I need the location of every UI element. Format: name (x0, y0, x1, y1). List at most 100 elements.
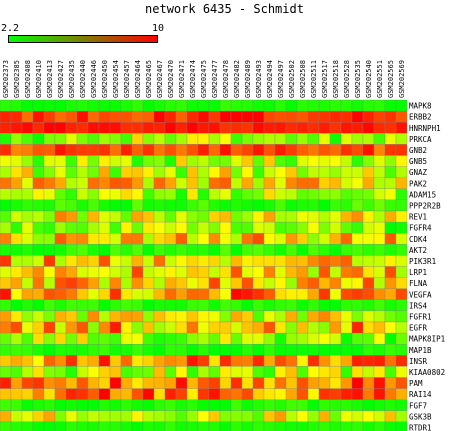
heatmap-cell (285, 266, 298, 278)
heatmap-cell (131, 377, 144, 389)
heatmap-cell (340, 266, 353, 278)
heatmap-cell (43, 199, 56, 212)
heatmap-cell (131, 244, 144, 256)
heatmap-cell (186, 110, 199, 123)
heatmap-cell (373, 210, 386, 223)
row-label: RTDR1 (409, 424, 432, 431)
row-label: PRKCA (409, 135, 432, 144)
heatmap-cell (175, 299, 188, 312)
heatmap-cell (175, 321, 188, 334)
heatmap-cell (241, 277, 254, 289)
heatmap-cell (32, 133, 45, 145)
heatmap-cell (285, 388, 298, 400)
heatmap-cell (21, 321, 34, 334)
heatmap-cell (219, 266, 232, 278)
heatmap-cell (76, 199, 89, 212)
heatmap-cell (263, 177, 276, 189)
heatmap-cell (252, 110, 265, 123)
heatmap-cell (120, 155, 133, 167)
column-label: GSM202413 (46, 60, 54, 98)
heatmap-cell (10, 410, 23, 423)
heatmap-cell (252, 144, 265, 156)
heatmap-cell (274, 188, 287, 201)
heatmap-cell (120, 221, 133, 234)
heatmap-cell (208, 321, 221, 334)
heatmap-cell (274, 122, 287, 134)
heatmap-cell (274, 377, 287, 389)
heatmap-cell (186, 366, 199, 378)
heatmap-cell (373, 144, 386, 156)
heatmap-cell (164, 421, 177, 431)
heatmap-cell (318, 399, 331, 411)
heatmap-cell (21, 299, 34, 312)
heatmap-cell (373, 133, 386, 145)
heatmap-cell (307, 244, 320, 256)
heatmap-cell (120, 210, 133, 223)
heatmap-cell (120, 177, 133, 189)
heatmap-cell (285, 366, 298, 378)
heatmap-cell (296, 210, 309, 223)
heatmap-cell (32, 221, 45, 234)
heatmap-cell (120, 199, 133, 212)
heatmap-cell (197, 155, 210, 167)
heatmap-cell (32, 266, 45, 278)
heatmap-cell (175, 155, 188, 167)
heatmap-cell (153, 221, 166, 234)
heatmap-cell (142, 221, 155, 234)
heatmap-cell (340, 210, 353, 223)
heatmap-cell (21, 344, 34, 356)
heatmap-cell (109, 321, 122, 334)
heatmap-cell (263, 233, 276, 245)
heatmap-cell (197, 122, 210, 134)
heatmap-cell (395, 377, 408, 389)
heatmap-cell (329, 355, 342, 367)
heatmap-cell (219, 388, 232, 400)
heatmap-cell (329, 155, 342, 167)
heatmap-cell (296, 233, 309, 245)
heatmap-cell (142, 177, 155, 189)
heatmap-cell (54, 133, 67, 145)
heatmap-cell (285, 188, 298, 201)
heatmap-cell (32, 255, 45, 267)
heatmap-cell (120, 266, 133, 278)
heatmap-cell (263, 221, 276, 234)
heatmap-cell (32, 210, 45, 223)
column-label: GSM202497 (277, 60, 285, 98)
heatmap-cell (186, 210, 199, 223)
heatmap-cell (263, 199, 276, 212)
heatmap-cell (87, 366, 100, 378)
row-label: GNB5 (409, 157, 427, 166)
heatmap-cell (153, 321, 166, 334)
heatmap-cell (351, 332, 364, 345)
heatmap-cell (351, 410, 364, 423)
heatmap-cell (186, 144, 199, 156)
heatmap-cell (0, 177, 12, 189)
column-label: GSM202446 (90, 60, 98, 98)
heatmap-cell (208, 188, 221, 201)
heatmap-cell (274, 388, 287, 400)
heatmap-cell (230, 410, 243, 423)
heatmap-cell (164, 177, 177, 189)
heatmap-cell (142, 122, 155, 134)
heatmap-cell (395, 366, 408, 378)
heatmap-cell (219, 188, 232, 201)
heatmap-cell (329, 166, 342, 178)
heatmap-cell (76, 210, 89, 223)
column-label: GSM202528 (343, 60, 351, 98)
heatmap-cell (252, 233, 265, 245)
heatmap-cell (263, 321, 276, 334)
heatmap-cell (197, 221, 210, 234)
heatmap-cell (142, 188, 155, 201)
heatmap-cell (296, 310, 309, 323)
row-label: REV1 (409, 213, 427, 222)
heatmap-cell (395, 221, 408, 234)
heatmap-cell (241, 233, 254, 245)
heatmap-cell (219, 321, 232, 334)
row-label: AKT2 (409, 246, 427, 255)
heatmap-cell (252, 399, 265, 411)
heatmap-cell (186, 255, 199, 267)
heatmap-cell (153, 133, 166, 145)
heatmap-cell (87, 199, 100, 212)
heatmap-cell (197, 277, 210, 289)
